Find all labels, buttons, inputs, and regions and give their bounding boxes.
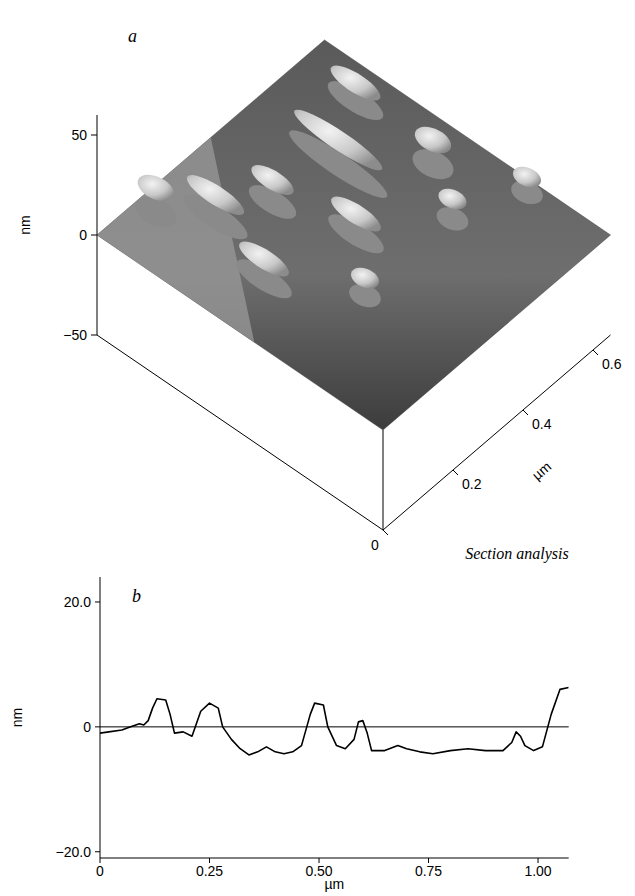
grain [513,167,541,188]
terrace [97,138,254,343]
z-tick-label: 50 [71,127,87,143]
y-tick [95,601,100,602]
z-axis [97,115,98,335]
grain [351,268,379,289]
x-tick-label: 0.2 [462,476,482,492]
x-axis [100,858,569,859]
z-tick [91,335,97,336]
grain [331,197,381,232]
z-tick-label: 0 [79,227,87,243]
x-tick [523,410,528,415]
figure: −50050nm00.20.40.6µma−20.0020.000.250.50… [0,0,635,896]
y-tick-label: −20.0 [56,844,92,860]
y-axis-title: nm [9,708,25,727]
panel-a: −50 0 50 nm 0 0.2 0.4 0.6 µm a [17,26,622,553]
x-tick-label: 0.4 [532,416,552,432]
x-tick-label: 0.25 [196,863,223,879]
x-tick [453,470,458,475]
z-axis-title: nm [17,215,33,234]
zero-line [100,726,569,727]
y-tick-label: 20.0 [64,594,91,610]
panel-label: a [128,26,137,46]
z-tick [91,135,97,136]
x-tick-label: 0.6 [602,356,622,372]
grain [239,242,289,277]
grain [138,175,174,201]
chart-title: Section analysis [465,545,569,563]
panel-b: −20.0020.000.250.500.751.00Section analy… [9,545,569,892]
y-tick [95,726,100,727]
grain [251,165,293,195]
grain-side [413,149,454,179]
surface [97,40,611,430]
x-axis-title: µm [324,876,344,892]
x-tick [593,350,598,355]
x-tick-label: 1.00 [524,863,551,879]
plot-area [100,688,569,755]
grain [415,127,451,153]
grain [331,66,381,101]
x-tick-label: 0 [371,537,379,553]
x-axis-title: µm [529,458,554,483]
z-tick-label: −50 [63,327,87,343]
grain [187,175,244,215]
panel-label: b [132,586,141,606]
y-axis [100,577,101,858]
grain-side [437,207,469,230]
y-tick [95,851,100,852]
grain-side [135,197,176,227]
y-tick-label: 0 [83,719,91,735]
x-tick-label: 0 [96,863,104,879]
grain [438,189,466,210]
profile-line [100,688,569,755]
x-tick [383,530,388,535]
z-tick [91,235,97,236]
x-tick-label: 0.75 [415,863,442,879]
front-edge [383,430,384,530]
